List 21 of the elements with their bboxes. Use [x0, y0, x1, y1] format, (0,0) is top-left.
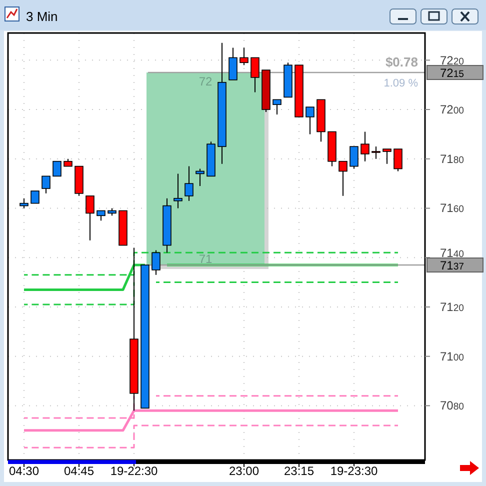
x-tick-label: 04:45 [64, 464, 94, 478]
x-tick-label: 19-22:30 [110, 464, 158, 478]
annotation: 1.09 % [384, 77, 418, 90]
y-tick-label: 7220 [440, 53, 464, 68]
x-tick-label: 23:15 [284, 464, 314, 478]
y-tick-label: 7120 [440, 300, 464, 314]
x-tick-label: 19-23:30 [330, 464, 378, 478]
x-tick-label: 23:00 [228, 464, 260, 478]
x-tick-label: 04:30 [8, 464, 40, 478]
annotation: $0.78 [385, 54, 418, 70]
annotation: 72 [198, 74, 212, 88]
y-tick-label: 7200 [440, 102, 464, 117]
y-tick-label: 7100 [440, 349, 464, 364]
y-tick-label: 7080 [440, 398, 464, 413]
y-tick-label: 7140 [440, 246, 464, 260]
chart-title: 3 Min [26, 9, 58, 24]
y-tick-label: 7160 [440, 201, 464, 216]
y-tick-label: 7180 [440, 152, 464, 166]
ref-line-label: 7215 [440, 66, 464, 80]
annotation: 71 [198, 252, 212, 266]
ref-line-label: 7137 [440, 258, 464, 273]
